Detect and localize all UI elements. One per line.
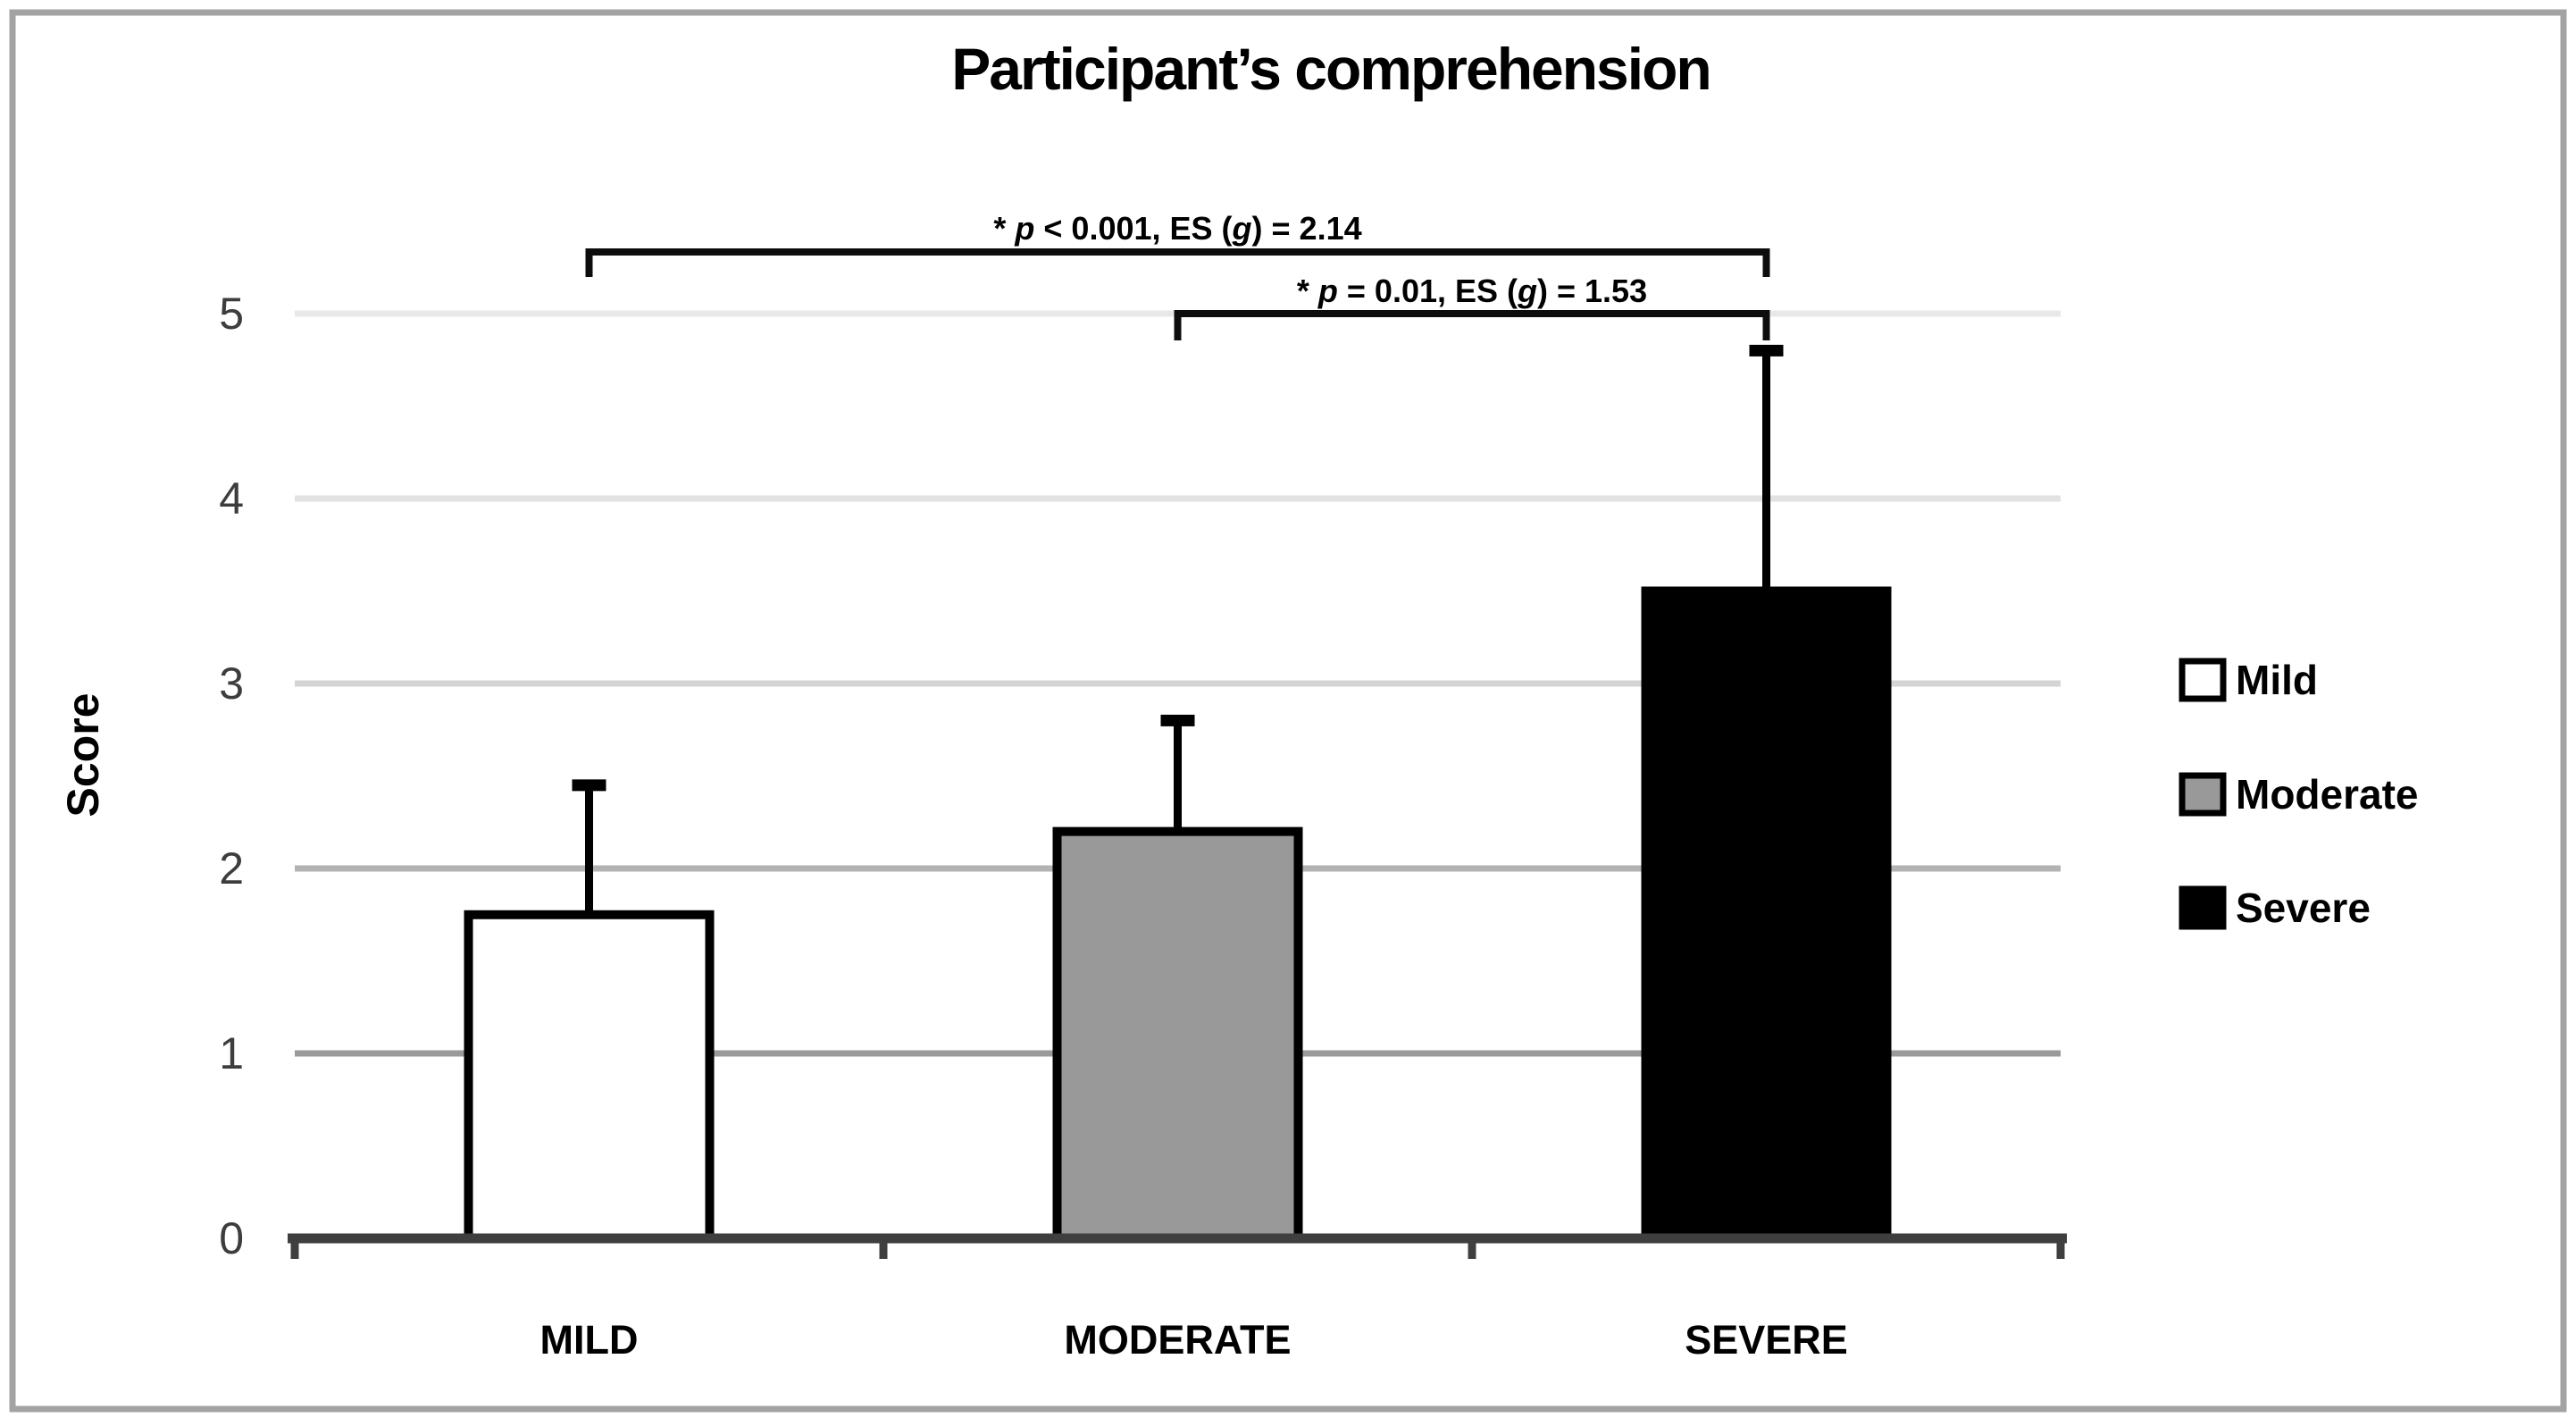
error-bar-cap-mild: [572, 779, 606, 792]
legend-label-severe: Severe: [2236, 885, 2371, 931]
y-axis-title: Score: [58, 693, 108, 818]
chart-title: Participant’s comprehension: [951, 36, 1710, 102]
y-tick-label-1: 1: [219, 1028, 244, 1078]
y-tick-label-2: 2: [219, 843, 244, 893]
legend-label-mild: Mild: [2236, 657, 2318, 703]
legend-label-moderate: Moderate: [2236, 771, 2418, 818]
bar-severe: [1641, 586, 1892, 1243]
legend-swatch-mild: [2179, 658, 2227, 702]
legend-swatch-moderate: [2179, 772, 2227, 817]
annotation-text: * p = 0.01, ES (g) = 1.53: [1297, 273, 1647, 309]
significance-brackets: * p < 0.001, ES (g) = 2.14 * p = 0.01, ES…: [585, 210, 1770, 340]
x-axis-labels: MILD MODERATE SEVERE: [540, 1317, 1848, 1363]
bar-moderate: [1052, 826, 1303, 1243]
x-label-severe: SEVERE: [1685, 1317, 1848, 1363]
bars: [464, 586, 1892, 1243]
bracket-mild-severe: [585, 248, 1770, 277]
bar-mild: [464, 910, 715, 1243]
error-bar-cap-severe: [1749, 344, 1784, 356]
legend-swatch-severe: [2179, 885, 2227, 930]
y-tick-label-5: 5: [219, 289, 244, 339]
x-label-moderate: MODERATE: [1064, 1317, 1291, 1363]
y-axis-tick-labels: 0 1 2 3 4 5: [219, 289, 244, 1263]
x-label-mild: MILD: [540, 1317, 639, 1363]
y-tick-label-0: 0: [219, 1213, 244, 1263]
annotation-text: * p < 0.001, ES (g) = 2.14: [993, 210, 1361, 247]
error-bars: [572, 344, 1784, 915]
error-bar-cap-moderate: [1160, 714, 1195, 726]
x-axis: [288, 1233, 2067, 1259]
bracket-moderate-severe: [1174, 310, 1770, 340]
legend: Mild Moderate Severe: [2179, 657, 2418, 931]
y-tick-label-3: 3: [219, 658, 244, 709]
y-tick-label-4: 4: [219, 474, 244, 524]
